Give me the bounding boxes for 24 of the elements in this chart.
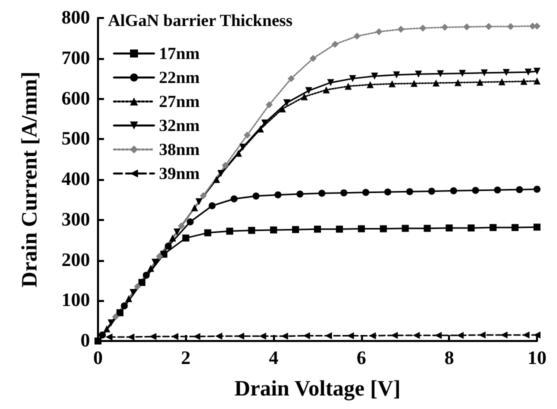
y-tick-label: 0: [80, 330, 90, 352]
legend-label: 27nm: [159, 92, 200, 111]
y-tick-label: 500: [62, 128, 90, 150]
x-tick-label: 2: [181, 348, 191, 369]
y-tick-label: 800: [62, 8, 90, 28]
x-tick-label: 4: [268, 348, 279, 369]
x-tick-label: 8: [444, 348, 454, 369]
legend-label: 38nm: [159, 140, 200, 159]
legend-label: 17nm: [159, 44, 200, 63]
legend-label: 32nm: [159, 116, 200, 135]
x-tick-label: 0: [93, 348, 103, 369]
legend-title: AlGaN barrier Thickness: [108, 11, 293, 30]
legend-label: 22nm: [159, 68, 200, 87]
x-axis-title: Drain Voltage [V]: [234, 376, 401, 400]
y-tick-label: 400: [62, 169, 90, 190]
y-axis-title: Drain Current [A/mm]: [16, 72, 42, 288]
y-tick-label: 100: [62, 290, 90, 312]
x-tick-label: 6: [356, 348, 366, 369]
y-tick-label: 200: [62, 250, 90, 271]
x-tick-label: 10: [528, 348, 546, 369]
y-tick-label: 300: [62, 209, 90, 230]
legend-label: 39nm: [159, 164, 200, 183]
y-tick-label: 700: [62, 48, 90, 69]
y-tick-label: 600: [62, 88, 90, 110]
